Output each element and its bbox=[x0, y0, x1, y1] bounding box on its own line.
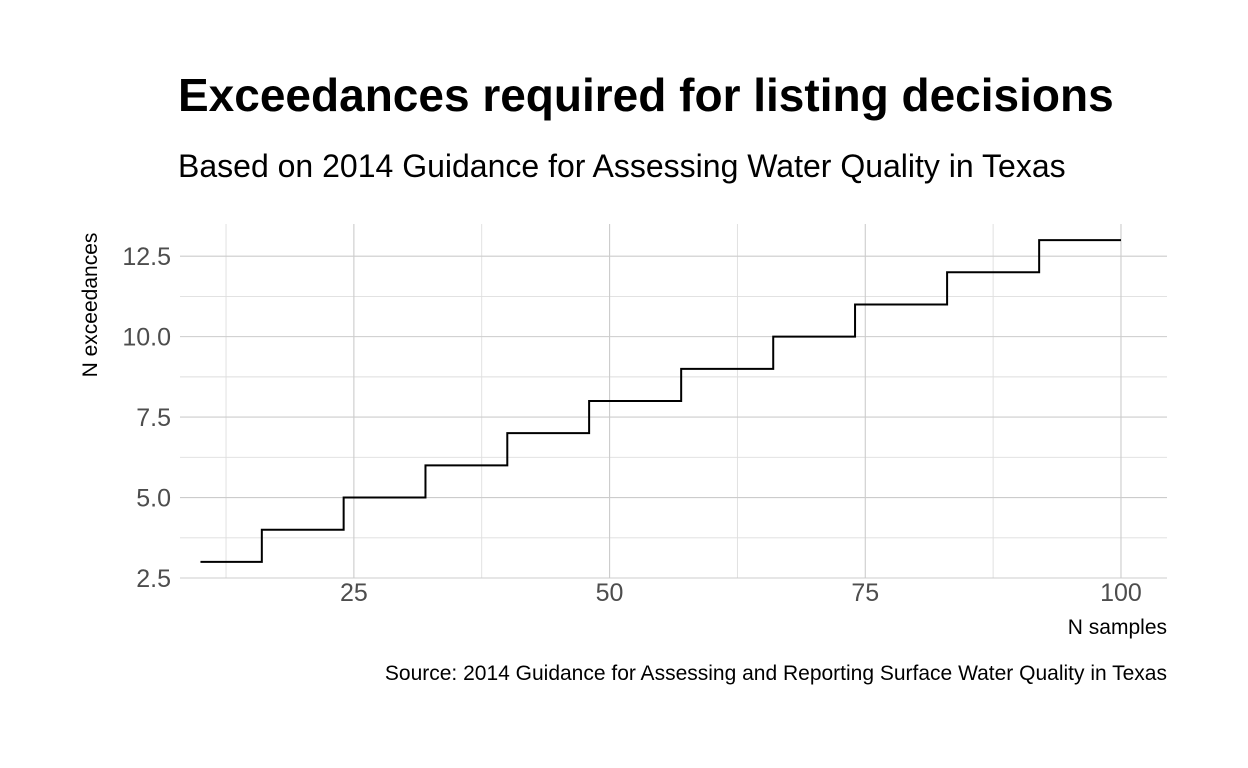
x-tick-label: 100 bbox=[1100, 579, 1142, 607]
y-tick-label: 5.0 bbox=[136, 485, 171, 513]
series-line bbox=[200, 239, 1121, 563]
tick-labels: 25 50 75 100 2.5 5.0 7.5 10.0 12.5 bbox=[122, 243, 1142, 607]
y-tick-label: 12.5 bbox=[122, 243, 171, 271]
x-axis-title: N samples bbox=[1068, 616, 1167, 639]
y-tick-label: 10.0 bbox=[122, 324, 171, 352]
series-layer bbox=[200, 239, 1121, 563]
chart-caption: Source: 2014 Guidance for Assessing and … bbox=[384, 662, 1167, 685]
grid bbox=[180, 224, 1167, 579]
x-tick-label: 75 bbox=[851, 579, 879, 607]
y-tick-label: 2.5 bbox=[136, 565, 171, 593]
x-tick-label: 25 bbox=[340, 579, 368, 607]
chart-title: Exceedances required for listing decisio… bbox=[178, 69, 1114, 121]
chart-subtitle: Based on 2014 Guidance for Assessing Wat… bbox=[178, 148, 1066, 184]
y-axis-title: N exceedances bbox=[79, 233, 102, 378]
x-tick-label: 50 bbox=[596, 579, 624, 607]
y-tick-label: 7.5 bbox=[136, 404, 171, 432]
